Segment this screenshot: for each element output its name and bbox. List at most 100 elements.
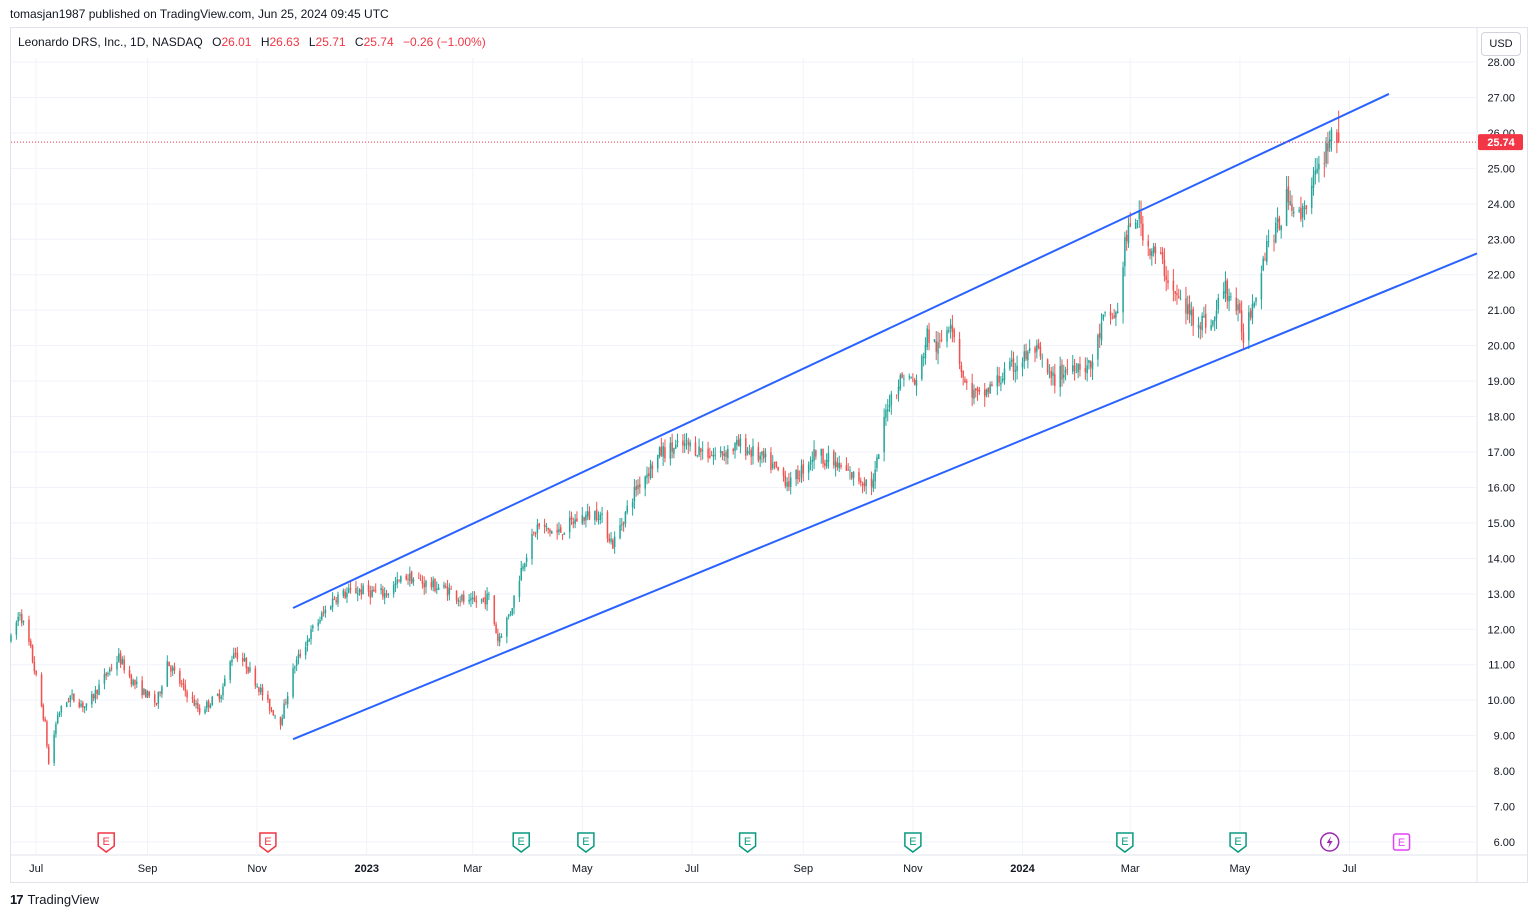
candle-body (170, 666, 172, 672)
candle-body (144, 689, 147, 698)
candle (771, 455, 774, 471)
candle-body (333, 598, 336, 600)
candle (595, 501, 598, 522)
candle (669, 437, 672, 466)
candle-body (1111, 317, 1114, 319)
earnings-marker[interactable]: E (97, 832, 115, 853)
candle (398, 579, 400, 583)
candle (281, 714, 284, 727)
candle-body (876, 457, 878, 468)
candle (1165, 266, 1167, 292)
candle-body (570, 516, 573, 520)
time-axis: Jul Sep Nov 2023 Mar May Jul Sep Nov 2024 Mar May Ju… (29, 863, 1356, 875)
candle-body (1050, 370, 1052, 378)
last-price-badge (1478, 134, 1523, 151)
candle (1240, 300, 1243, 341)
candle (1260, 265, 1263, 310)
earnings-marker[interactable]: E (1229, 832, 1247, 853)
candle-body (206, 701, 208, 709)
candle-body (1328, 139, 1331, 149)
candle (28, 615, 30, 646)
candle (80, 700, 82, 708)
earnings-marker[interactable]: E (1116, 832, 1134, 853)
candle-body (220, 696, 222, 699)
candle-body (524, 563, 526, 568)
candle (400, 575, 402, 584)
candle-body (1260, 273, 1263, 300)
candle-body (270, 709, 273, 711)
candle (946, 326, 948, 348)
candle (204, 706, 206, 715)
candle (412, 577, 415, 586)
currency-button[interactable]: USD (1481, 32, 1521, 56)
candle-body (432, 579, 434, 588)
dividend-marker[interactable] (1319, 832, 1340, 852)
candle-body (166, 661, 169, 687)
candle (82, 700, 84, 713)
candle-body (98, 684, 100, 696)
candle (840, 462, 842, 470)
candle-body (1289, 201, 1291, 205)
candle-body (91, 693, 93, 705)
candle (836, 457, 839, 471)
candle-body (310, 629, 312, 640)
candle (773, 461, 776, 470)
candle (118, 648, 120, 663)
candle-body (306, 640, 309, 647)
candle-body (1009, 361, 1011, 369)
candle (685, 433, 688, 450)
candle-body (1091, 361, 1094, 370)
candle (1275, 217, 1277, 244)
candle-body (484, 597, 487, 605)
candle-body (901, 373, 903, 379)
candle (310, 625, 312, 645)
y-tick-label: 19.00 (1487, 376, 1515, 388)
candle-body (507, 614, 510, 617)
candle-body (1142, 223, 1144, 241)
candle (103, 668, 106, 690)
candle (1305, 205, 1308, 215)
earnings-marker[interactable]: E (512, 832, 530, 853)
candle (119, 650, 122, 668)
candle-body (786, 482, 788, 487)
candle (132, 678, 134, 687)
earnings-marker[interactable]: E (738, 832, 757, 853)
candle (533, 531, 535, 536)
candle (1161, 247, 1164, 265)
candle-body (21, 613, 23, 624)
earnings-marker[interactable]: E (577, 832, 595, 853)
candle-body (207, 700, 210, 707)
candle (962, 370, 964, 386)
candle-body (118, 653, 120, 662)
candle-body (475, 600, 478, 603)
candle (1201, 312, 1203, 338)
candle-body (561, 534, 564, 536)
candle (92, 693, 95, 702)
published-header: tomasjan1987 published on TradingView.co… (10, 7, 389, 21)
candle (409, 566, 411, 587)
low-value: 25.71 (315, 35, 346, 49)
candle (1215, 299, 1218, 330)
earnings-marker[interactable]: E (1392, 833, 1411, 851)
candle (1052, 366, 1054, 386)
candle-body (1165, 275, 1167, 281)
candle-body (827, 452, 830, 463)
candle-body (958, 339, 961, 364)
candle-body (234, 652, 237, 654)
candle (123, 655, 125, 674)
candle-body (851, 472, 853, 479)
candle (331, 592, 334, 612)
candle-body (648, 473, 650, 476)
candle-body (19, 614, 21, 616)
earnings-marker[interactable]: E (904, 832, 922, 853)
candle-body (863, 482, 866, 487)
earnings-marker[interactable]: E (259, 832, 277, 853)
candle (1147, 234, 1149, 257)
candle (1264, 252, 1266, 262)
candle (15, 620, 18, 640)
candle-body (983, 389, 986, 397)
candle-body (545, 525, 548, 528)
candle-body (486, 593, 488, 605)
candle-body (1300, 207, 1302, 220)
